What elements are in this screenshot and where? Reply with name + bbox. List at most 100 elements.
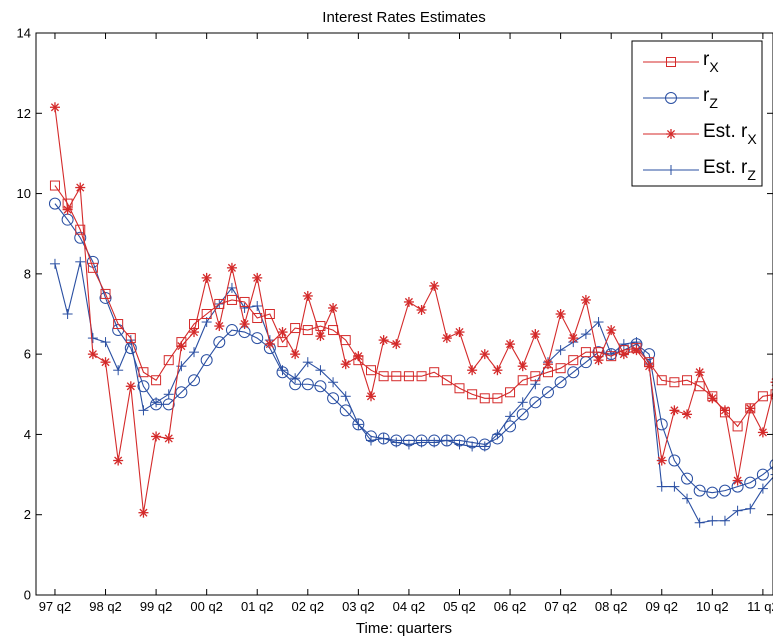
data-point-est-r-z bbox=[125, 335, 136, 346]
data-point-est-r-z bbox=[441, 435, 452, 446]
data-point-r-z bbox=[225, 324, 238, 337]
y-tick-label: 2 bbox=[24, 507, 31, 522]
x-tick-label: 99 q2 bbox=[140, 599, 173, 614]
data-point-r-x bbox=[770, 389, 773, 400]
x-tick-label: 97 q2 bbox=[39, 599, 72, 614]
x-tick-label: 10 q2 bbox=[696, 599, 729, 614]
data-point-r-x bbox=[226, 294, 237, 305]
data-point-r-z bbox=[301, 378, 314, 391]
y-tick-label: 10 bbox=[17, 186, 31, 201]
data-point-est-r-x bbox=[429, 280, 440, 291]
x-tick-label: 06 q2 bbox=[494, 599, 527, 614]
data-point-est-r-z bbox=[416, 437, 427, 448]
data-point-est-r-x bbox=[328, 302, 339, 313]
data-point-r-x bbox=[416, 371, 427, 382]
data-point-r-x bbox=[492, 393, 503, 404]
data-point-est-r-x bbox=[163, 433, 174, 444]
data-point-r-z bbox=[137, 380, 150, 393]
data-point-est-r-z bbox=[479, 441, 490, 452]
data-point-est-r-x bbox=[644, 361, 655, 372]
data-point-est-r-x bbox=[226, 262, 237, 273]
data-point-est-r-x bbox=[770, 378, 773, 387]
data-point-r-x bbox=[454, 383, 465, 394]
data-point-est-r-z bbox=[151, 397, 162, 408]
data-point-r-x bbox=[391, 371, 402, 382]
data-point-est-r-x bbox=[467, 365, 478, 376]
data-point-est-r-z bbox=[163, 389, 174, 400]
data-point-r-z bbox=[339, 404, 352, 417]
data-point-r-x bbox=[100, 288, 111, 299]
data-point-est-r-x bbox=[378, 335, 389, 346]
data-point-est-r-z bbox=[694, 517, 705, 528]
data-point-est-r-z bbox=[100, 337, 111, 348]
x-tick-label: 08 q2 bbox=[595, 599, 628, 614]
data-point-est-r-z bbox=[593, 317, 604, 328]
series-r-x bbox=[49, 180, 773, 432]
x-tick-label: 09 q2 bbox=[645, 599, 678, 614]
data-point-est-r-x bbox=[593, 355, 604, 366]
data-point-est-r-z bbox=[555, 345, 566, 356]
legend-box bbox=[631, 40, 763, 187]
x-tick-label: 98 q2 bbox=[89, 599, 122, 614]
data-point-r-x bbox=[163, 355, 174, 366]
data-point-est-r-x bbox=[707, 393, 718, 404]
data-point-r-x bbox=[340, 335, 351, 346]
data-point-r-x bbox=[366, 365, 376, 376]
data-point-r-z bbox=[352, 418, 365, 431]
data-point-r-x bbox=[732, 421, 743, 432]
data-point-r-x bbox=[290, 323, 301, 334]
y-tick-label: 4 bbox=[24, 427, 31, 442]
data-point-est-r-z bbox=[391, 437, 402, 448]
data-point-r-x bbox=[568, 355, 579, 366]
plot-area bbox=[48, 102, 773, 528]
data-point-est-r-x bbox=[568, 333, 579, 344]
data-point-r-x bbox=[252, 313, 263, 324]
data-point-r-x bbox=[606, 351, 617, 362]
data-point-r-z bbox=[175, 386, 188, 399]
data-point-est-r-z bbox=[62, 309, 73, 319]
series-line-est-r-z bbox=[54, 261, 773, 524]
data-point-r-z bbox=[99, 291, 112, 304]
data-point-r-x bbox=[555, 363, 566, 374]
legend-marker bbox=[666, 165, 676, 175]
y-tick-label: 0 bbox=[24, 588, 31, 603]
series-est-r-z bbox=[49, 256, 773, 528]
data-point-est-r-z bbox=[429, 437, 440, 448]
x-tick-label: 05 q2 bbox=[443, 599, 476, 614]
data-point-est-r-z bbox=[492, 429, 503, 440]
data-point-est-r-z bbox=[328, 377, 339, 388]
data-point-est-r-x bbox=[492, 365, 503, 376]
x-tick-label: 11 q2 bbox=[747, 599, 773, 614]
data-point-est-r-x bbox=[366, 391, 376, 402]
data-point-est-r-x bbox=[517, 361, 528, 372]
x-tick-label: 00 q2 bbox=[190, 599, 223, 614]
data-point-est-r-z bbox=[189, 347, 200, 358]
data-point-est-r-z bbox=[353, 419, 364, 430]
data-point-est-r-z bbox=[454, 439, 465, 450]
data-point-est-r-x bbox=[189, 327, 200, 338]
chart-title: Interest Rates Estimates bbox=[322, 9, 485, 26]
x-tick-label: 07 q2 bbox=[544, 599, 577, 614]
data-point-est-r-x bbox=[315, 331, 326, 342]
data-point-est-r-x bbox=[138, 507, 149, 518]
series-est-r-x bbox=[49, 102, 773, 518]
data-point-est-r-x bbox=[100, 357, 111, 368]
data-point-r-x bbox=[138, 367, 149, 378]
data-point-r-z bbox=[756, 468, 769, 481]
data-point-est-r-x bbox=[391, 339, 402, 350]
data-point-est-r-z bbox=[138, 405, 149, 416]
data-point-est-r-z bbox=[757, 483, 768, 494]
axes-box bbox=[35, 32, 773, 596]
data-point-est-r-z bbox=[745, 503, 756, 514]
data-point-r-x bbox=[125, 333, 136, 344]
data-point-r-x bbox=[378, 371, 389, 382]
data-point-r-x bbox=[302, 325, 313, 336]
data-point-est-r-x bbox=[542, 359, 553, 370]
x-tick-label: 03 q2 bbox=[342, 599, 375, 614]
data-point-est-r-x bbox=[479, 349, 490, 360]
data-point-r-x bbox=[656, 375, 667, 386]
data-point-est-r-z bbox=[252, 300, 263, 311]
data-point-est-r-x bbox=[403, 296, 414, 307]
data-point-est-r-x bbox=[441, 333, 452, 344]
data-point-est-r-x bbox=[277, 327, 288, 338]
